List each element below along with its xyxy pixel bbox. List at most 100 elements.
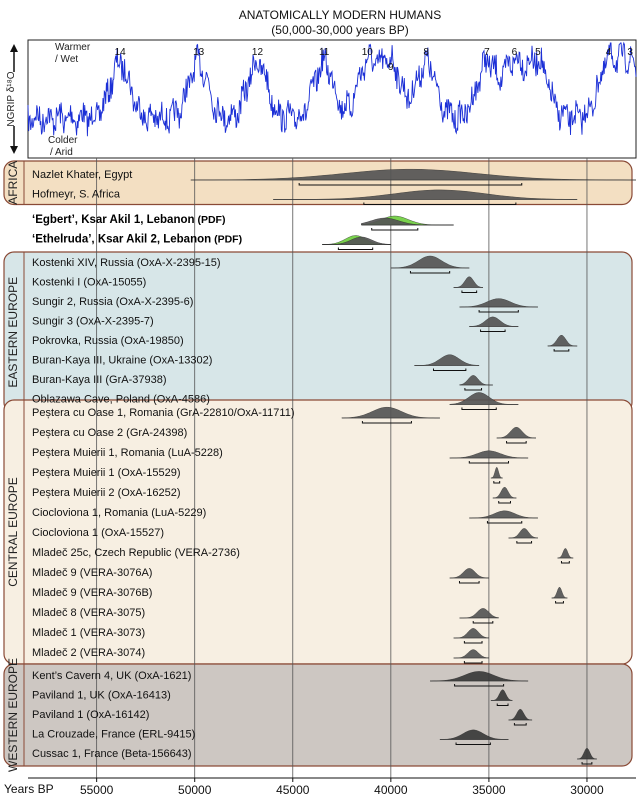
- sample-distribution: [453, 649, 489, 659]
- sample-range-bracket: [513, 723, 527, 726]
- sample-label-suffix: (PDF): [211, 234, 242, 246]
- interstadial-label: 7: [484, 47, 490, 58]
- sample-range-bracket: [361, 421, 412, 424]
- sample-distribution: [453, 628, 489, 639]
- sample-distribution: [469, 316, 519, 327]
- sample-label: Buran-Kaya III, Ukraine (OxA-13302): [32, 355, 212, 367]
- sample-distribution: [490, 466, 503, 479]
- sample-range-bracket: [553, 349, 570, 352]
- sample-range-bracket: [560, 561, 570, 564]
- sample-range-bracket: [555, 601, 564, 604]
- sample-distribution: [449, 392, 519, 405]
- chart-subtitle: (50,000-30,000 years BP): [271, 23, 408, 37]
- sample-distribution: [341, 407, 440, 419]
- sample-distribution: [390, 255, 470, 269]
- arid-label: / Arid: [50, 147, 73, 158]
- interstadial-label: 9: [388, 62, 394, 73]
- climate-panel-frame: [27, 39, 637, 159]
- climate-curve: [27, 41, 637, 137]
- sample-label: Kent’s Cavern 4, UK (OxA-1621): [32, 670, 191, 682]
- sample-distribution: [496, 426, 537, 439]
- sample-distribution: [449, 450, 529, 459]
- interstadial-label: 10: [362, 47, 374, 58]
- sample-range-bracket: [454, 684, 505, 687]
- sample-distribution: [492, 486, 517, 499]
- wet-label: / Wet: [55, 54, 78, 65]
- sample-label: Hofmeyr, S. Africa: [32, 189, 121, 201]
- interstadial-label: 13: [193, 47, 205, 58]
- interstadial-label: 8: [423, 47, 429, 58]
- sample-label: Ciocloviona 1 (OxA-15527): [32, 527, 164, 539]
- sample-label: Mladeč 8 (VERA-3075): [32, 607, 145, 619]
- x-tick-label: 55000: [80, 783, 114, 797]
- sample-distribution: [459, 608, 499, 619]
- sample-label: Peștera Muierii 1 (OxA-15529): [32, 467, 181, 479]
- sample-label: Sungir 2, Russia (OxA-X-2395-6): [32, 296, 193, 308]
- warm-arrowhead: [10, 44, 18, 52]
- sample-distribution: [547, 334, 578, 347]
- sample-range-bracket: [432, 368, 467, 371]
- sample-label: Mladeč 25c, Czech Republic (VERA-2736): [32, 547, 240, 559]
- interstadial-label: 14: [115, 47, 127, 58]
- region-label: WESTERN EUROPE: [6, 658, 20, 772]
- sample-label: Peștera Muierii 2 (OxA-16252): [32, 487, 181, 499]
- region-label: CENTRAL EUROPE: [6, 477, 20, 587]
- sample-label: Kostenki I (OxA-15055): [32, 277, 146, 289]
- interstadial-label: 12: [252, 47, 264, 58]
- sample-distribution: [557, 548, 574, 559]
- regions-layer: AFRICA EASTERN EUROPE CENTRAL EUROPE WESTER…: [3, 160, 633, 772]
- x-axis-label: Years BP: [4, 782, 54, 796]
- x-tick-label: 45000: [276, 783, 310, 797]
- cold-arrowhead: [10, 146, 18, 154]
- sample-range-bracket: [496, 703, 509, 706]
- interstadial-label: 11: [319, 47, 330, 58]
- sample-range-bracket: [461, 407, 497, 410]
- sample-range-bracket: [506, 441, 527, 444]
- sample-range-bracket: [363, 202, 517, 205]
- sample-label: Ciocloviona 1, Romania (LuA-5229): [32, 507, 206, 519]
- sample-distribution: [459, 298, 538, 308]
- sample-distribution: [414, 354, 480, 366]
- sample-distribution-secondary: [361, 217, 454, 226]
- interstadial-label: 5: [535, 47, 541, 58]
- interstadial-label: 3: [627, 47, 633, 58]
- sample-label: Peștera cu Oase 2 (GrA-24398): [32, 427, 187, 439]
- sample-range-bracket: [468, 461, 510, 464]
- sample-label: Peștera cu Oase 1, Romania (GrA-22810/Ox…: [32, 407, 295, 419]
- climate-y-label: NGRIP δ¹⁸O: [6, 71, 17, 126]
- sample-range-bracket: [455, 742, 491, 745]
- sample-distribution: [449, 568, 489, 579]
- sample-range-bracket: [478, 310, 519, 313]
- sample-label: Paviland 1 (OxA-16142): [32, 709, 149, 721]
- sample-label: Pokrovka, Russia (OxA-19850): [32, 335, 184, 347]
- region-label: AFRICA: [6, 161, 20, 205]
- sample-range-bracket: [480, 329, 506, 332]
- sample-range-bracket: [493, 481, 501, 484]
- sample-range-bracket: [581, 762, 593, 765]
- sample-distribution: [453, 276, 484, 288]
- sample-range-bracket: [458, 581, 480, 584]
- sample-label: Sungir 3 (OxA-X-2395-7): [32, 316, 154, 328]
- sample-label: La Crouzade, France (ERL-9415): [32, 729, 195, 741]
- sample-distribution: [459, 375, 493, 386]
- sample-distribution: [508, 528, 538, 539]
- sample-label: ‘Ethelruda’, Ksar Akil 2, Lebanon (PDF): [32, 234, 242, 246]
- sample-distribution: [490, 689, 513, 701]
- sample-range-bracket: [486, 521, 523, 524]
- sample-label: Cussac 1, France (Beta-156643): [32, 748, 192, 760]
- x-tick-label: 30000: [570, 783, 604, 797]
- interstadial-label: 4: [606, 47, 612, 58]
- x-tick-label: 35000: [472, 783, 506, 797]
- sample-label: Buran-Kaya III (GrA-37938): [32, 374, 167, 386]
- sample-distribution-secondary: [322, 236, 391, 245]
- sample-range-bracket: [371, 228, 419, 231]
- sample-range-bracket: [298, 183, 523, 186]
- chart-title: ANATOMICALLY MODERN HUMANS: [239, 8, 441, 22]
- x-tick-label: 40000: [374, 783, 408, 797]
- sample-label: Mladeč 9 (VERA-3076A): [32, 567, 152, 579]
- sample-distribution: [439, 729, 509, 740]
- warmer-label: Warmer: [55, 42, 91, 53]
- sample-label: Mladeč 9 (VERA-3076B): [32, 587, 152, 599]
- sample-range-bracket: [409, 271, 451, 274]
